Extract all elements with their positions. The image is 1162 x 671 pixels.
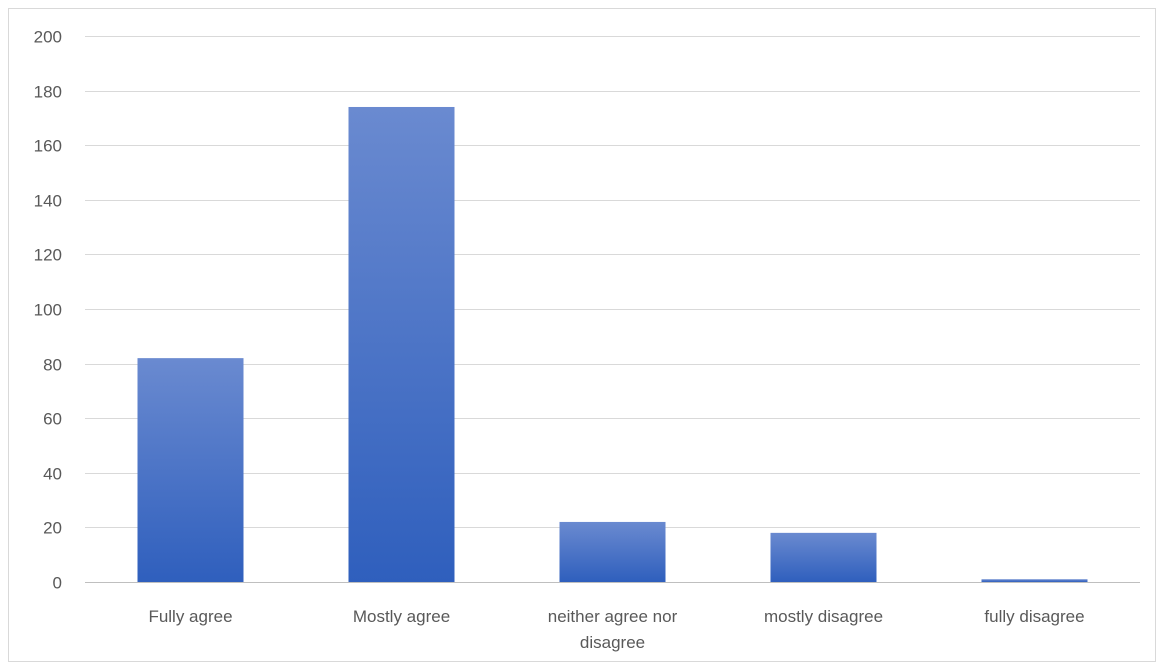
bars [137, 106, 1088, 582]
y-tick-label: 180 [34, 83, 62, 102]
y-tick-label: 0 [53, 574, 62, 593]
y-tick-label: 120 [34, 246, 62, 265]
bar [137, 358, 244, 582]
y-tick-label: 80 [43, 356, 62, 375]
y-tick-label: 140 [34, 192, 62, 211]
y-tick-label: 20 [43, 519, 62, 538]
x-category-label: fully disagree [984, 607, 1084, 626]
gridlines [85, 36, 1140, 583]
y-axis-ticks: 0 20 40 60 80 100 120 140 160 180 200 [34, 28, 62, 593]
bar [559, 521, 666, 582]
y-tick-label: 200 [34, 28, 62, 47]
x-category-label: mostly disagree [764, 607, 883, 626]
bar [770, 532, 877, 582]
x-category-label: Mostly agree [353, 607, 450, 626]
y-tick-label: 60 [43, 410, 62, 429]
x-category-label: neither agree nor disagree [548, 607, 678, 652]
bar [981, 579, 1088, 582]
y-tick-label: 100 [34, 301, 62, 320]
y-tick-label: 40 [43, 465, 62, 484]
bar [348, 106, 455, 582]
y-tick-label: 160 [34, 137, 62, 156]
x-axis-labels: Fully agree Mostly agree neither agree nor… [148, 607, 1084, 652]
x-category-label: Fully agree [148, 607, 232, 626]
